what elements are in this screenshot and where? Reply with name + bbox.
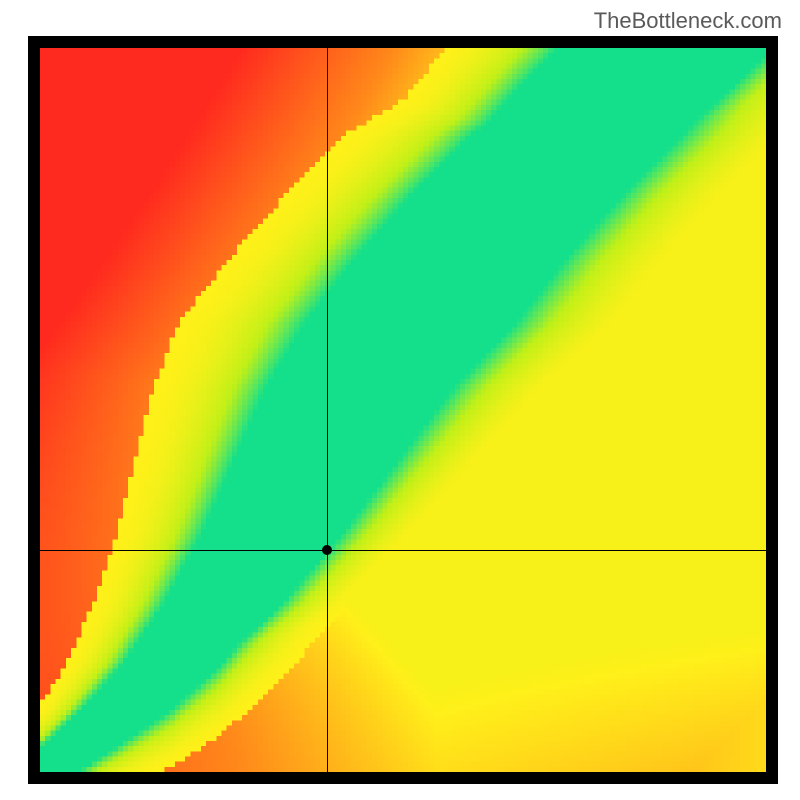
crosshair-horizontal (40, 550, 766, 551)
bottleneck-heatmap (28, 36, 778, 784)
watermark-text: TheBottleneck.com (594, 8, 782, 34)
selection-marker (322, 545, 332, 555)
crosshair-vertical (327, 48, 328, 772)
heatmap-canvas (40, 48, 766, 772)
